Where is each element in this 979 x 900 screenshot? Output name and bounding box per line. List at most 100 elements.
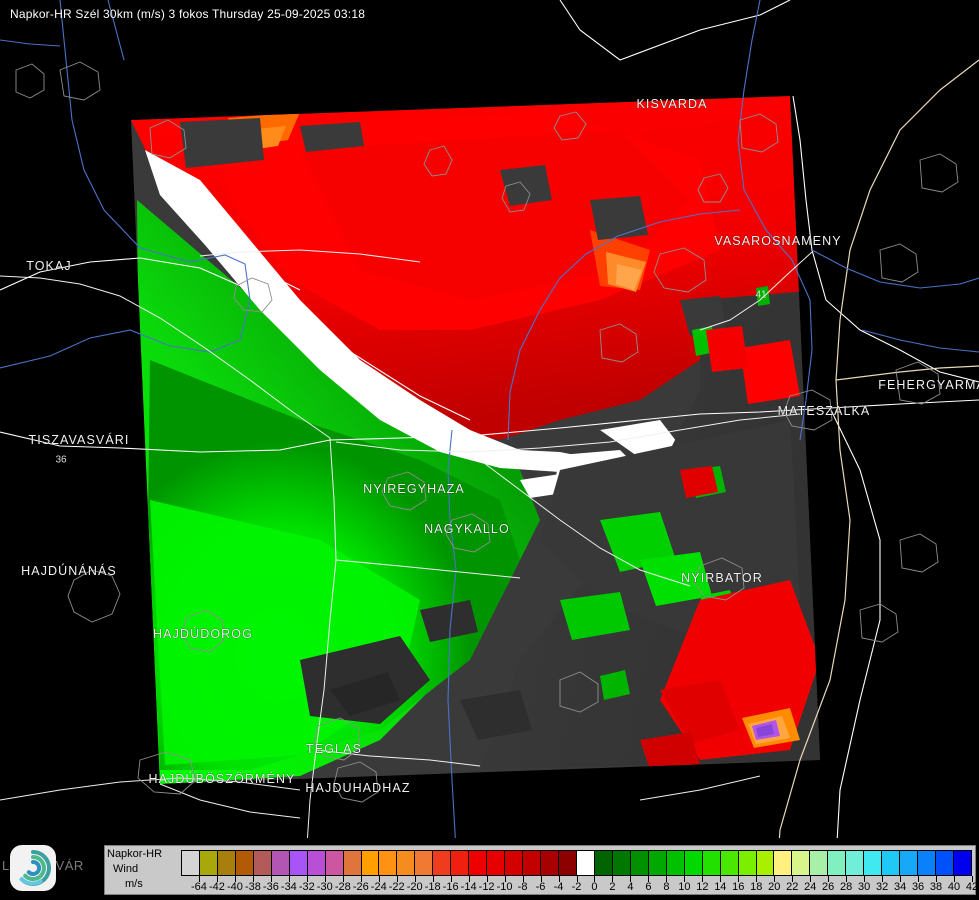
scale-tick (720, 876, 722, 882)
scale-tick-label: -2 (571, 881, 582, 893)
scale-tick (684, 876, 686, 882)
scale-tick-label: -34 (280, 881, 297, 893)
color-swatch (505, 851, 524, 875)
scale-tick (810, 876, 812, 882)
settlement-outlines (15, 61, 959, 803)
scale-tick-label: 32 (875, 881, 889, 893)
color-swatch (720, 851, 739, 875)
scale-tick-label: -4 (553, 881, 564, 893)
scale-tick (342, 876, 344, 882)
scale-tick (486, 876, 488, 882)
scale-tick (198, 876, 200, 882)
scale-tick-label: -40 (226, 881, 243, 893)
color-swatch (810, 851, 829, 875)
color-swatch (756, 851, 775, 875)
scale-tick-label: -32 (298, 881, 315, 893)
color-swatch (864, 851, 883, 875)
scale-tick-label: 34 (893, 881, 907, 893)
scale-tick (702, 876, 704, 882)
color-swatch (541, 851, 560, 875)
color-scale-wrapper: -64 -42 -40 -38 -36 -34 -32 -30 -28 -26 -24 -22 -20-… (181, 850, 978, 895)
scale-tick-label: -14 (460, 881, 477, 893)
scale-tick-label: -16 (442, 881, 459, 893)
scale-tick (414, 876, 416, 882)
scale-tick (378, 876, 380, 882)
scale-tick-label: -10 (496, 881, 513, 893)
scale-tick (396, 876, 398, 882)
color-swatch (253, 851, 272, 875)
road-number-label: 41 (755, 289, 767, 301)
scale-tick (918, 876, 920, 882)
scale-tick-label: -24 (370, 881, 387, 893)
scale-tick (612, 876, 614, 882)
scale-tick (522, 876, 524, 882)
color-swatch (684, 851, 703, 875)
scale-tick-label: 2 (609, 881, 616, 893)
scale-tick (288, 876, 290, 882)
color-swatch (846, 851, 865, 875)
scale-tick (828, 876, 830, 882)
color-swatch (397, 851, 416, 875)
color-swatch (559, 851, 577, 875)
color-scale-tick-labels: -64 -42 -40 -38 -36 -34 -32 -30 -28 -26 -24 -22 -20-… (181, 881, 978, 895)
color-swatch (648, 851, 667, 875)
color-scale-ticks (181, 876, 973, 882)
scale-tick-label: -20 (406, 881, 423, 893)
scale-tick-label: -22 (388, 881, 405, 893)
scale-tick-label: -36 (262, 881, 279, 893)
color-swatch (523, 851, 542, 875)
scale-tick-label: -18 (424, 881, 441, 893)
scale-tick (882, 876, 884, 882)
color-swatch (271, 851, 290, 875)
scale-tick-label: -38 (244, 881, 261, 893)
scale-tick-label: 20 (768, 881, 781, 893)
color-swatch (953, 851, 971, 875)
secondary-road-lines (0, 249, 813, 838)
scale-tick-label: -30 (316, 881, 333, 893)
color-swatch (900, 851, 919, 875)
color-swatch (738, 851, 757, 875)
scale-tick (954, 876, 956, 882)
road-number-label: 36 (55, 454, 67, 466)
scale-tick (666, 876, 668, 882)
scale-tick-label: 30 (858, 881, 871, 893)
scale-tick-label: -8 (517, 881, 528, 893)
scale-tick-label: -28 (334, 881, 351, 893)
scale-tick (630, 876, 632, 882)
scale-tick (558, 876, 560, 882)
scale-tick (972, 876, 973, 882)
color-swatch (469, 851, 488, 875)
color-swatch (379, 851, 398, 875)
scale-tick-label: 14 (714, 881, 727, 893)
color-swatch (666, 851, 685, 875)
color-swatch (433, 851, 452, 875)
scale-tick-label: 38 (929, 881, 943, 893)
spiral-swirl-logo-icon (10, 845, 56, 891)
scale-tick-label: 22 (786, 881, 799, 893)
color-swatch (415, 851, 434, 875)
scale-tick-label: 6 (645, 881, 652, 893)
scale-tick (900, 876, 902, 882)
scale-tick (648, 876, 650, 882)
scale-tick-label: 8 (663, 881, 670, 893)
scale-tick (450, 876, 452, 882)
radar-reflectivity-raster (0, 0, 979, 838)
scale-tick (774, 876, 776, 882)
color-swatch (792, 851, 811, 875)
page-title: Napkor-HR Szél 30km (m/s) 3 fokos Thursd… (10, 7, 366, 21)
color-swatch (630, 851, 649, 875)
scale-tick-label: 16 (732, 881, 745, 893)
color-swatch (361, 851, 380, 875)
color-swatch (235, 851, 254, 875)
radar-map-canvas[interactable]: KISVARDA VASAROSNAMENY FEHERGYARMAT MATE… (0, 0, 979, 838)
scale-tick (324, 876, 326, 882)
color-swatch (594, 851, 613, 875)
color-scale-swatches (181, 850, 972, 876)
scale-tick-label: -26 (352, 881, 369, 893)
country-border-lines (0, 0, 979, 838)
scale-tick-label: -12 (478, 881, 495, 893)
scale-tick (306, 876, 308, 882)
scale-tick (864, 876, 866, 882)
color-swatch (936, 851, 954, 875)
legend-title-block: Napkor-HR Wind m/s (107, 847, 179, 895)
